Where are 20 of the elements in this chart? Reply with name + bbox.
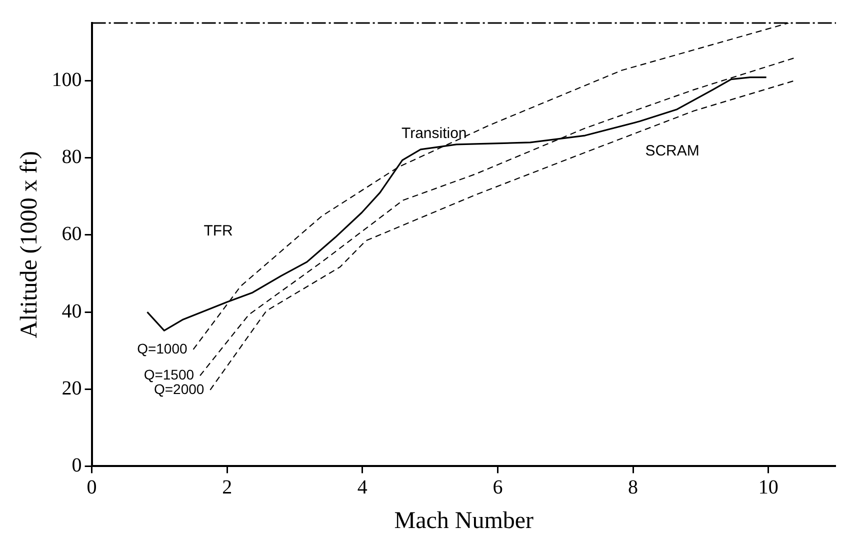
series-label: Q=1500 [144, 366, 194, 382]
series-label: Q=2000 [154, 380, 204, 397]
y-tick-label: 80 [62, 146, 82, 168]
annotation: Transition [401, 124, 467, 142]
x-axis-title: Mach Number [394, 508, 534, 534]
annotation: SCRAM [645, 142, 700, 160]
x-tick-label: 10 [758, 476, 778, 498]
series-label: Q=1000 [137, 340, 188, 356]
annotation: TFR [204, 222, 234, 240]
y-tick-label: 60 [62, 223, 82, 246]
x-tick-label: 6 [492, 476, 503, 498]
y-tick-label: 40 [62, 300, 82, 322]
y-tick-label: 0 [72, 454, 82, 476]
x-tick-label: 8 [628, 476, 638, 498]
x-tick-label: 0 [86, 476, 97, 498]
y-tick-label: 20 [62, 377, 82, 400]
y-tick-label: 100 [52, 69, 82, 92]
x-tick-label: 2 [222, 476, 232, 498]
y-axis-title: Altitude (1000 x ft) [16, 150, 43, 338]
x-tick-label: 4 [357, 476, 368, 498]
